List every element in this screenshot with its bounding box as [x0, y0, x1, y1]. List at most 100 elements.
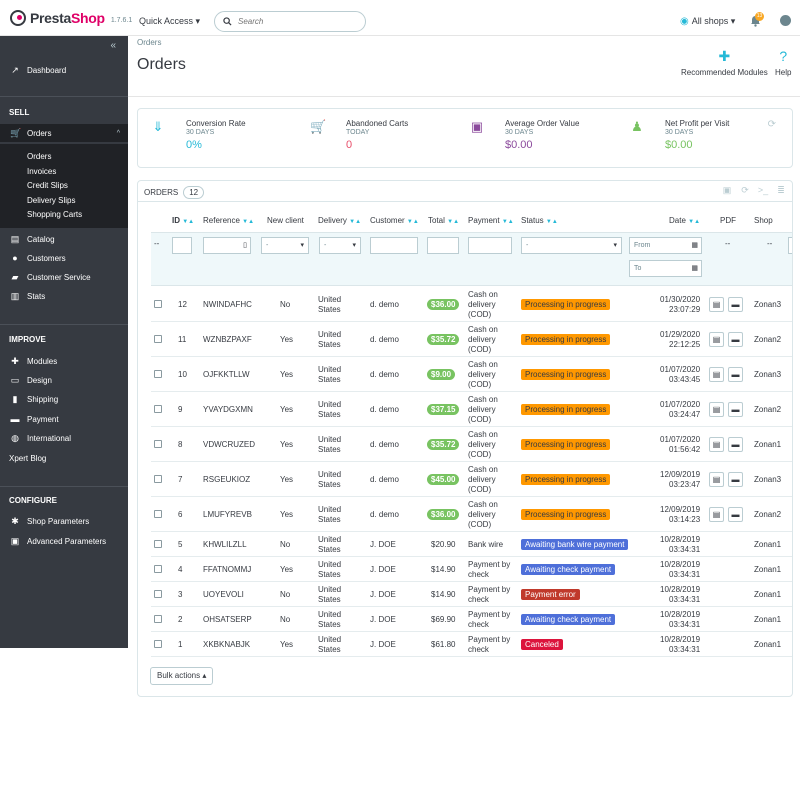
- table-row[interactable]: 12 NWINDAFHC No United States d. demo $36.00 C…: [151, 287, 792, 322]
- submenu-delivery-slips[interactable]: Delivery Slips: [27, 196, 76, 205]
- sidebar-item-payment[interactable]: ▬ Payment: [0, 410, 128, 428]
- table-row[interactable]: 10 OJFKKTLLW Yes United States d. demo $9.00 C…: [151, 357, 792, 392]
- sidebar-item-advanced-parameters[interactable]: ▣ Advanced Parameters: [0, 532, 128, 550]
- filter-date-from-input[interactable]: From ▦: [629, 237, 702, 254]
- invoice-pdf-icon[interactable]: ▤: [709, 437, 724, 452]
- breadcrumb[interactable]: Orders: [137, 38, 162, 47]
- delivery-slip-truck-icon[interactable]: ▬: [728, 402, 743, 417]
- row-checkbox[interactable]: [154, 475, 162, 483]
- table-row[interactable]: 1 XKBKNABJK Yes United States J. DOE $61.80 Pa…: [151, 632, 792, 657]
- delivery-slip-truck-icon[interactable]: ▬: [728, 437, 743, 452]
- table-row[interactable]: 2 OHSATSERP No United States J. DOE $69.90 Pay…: [151, 607, 792, 632]
- sort-icon[interactable]: ▼▲: [447, 219, 460, 225]
- delivery-slip-truck-icon[interactable]: ▬: [728, 332, 743, 347]
- column-header-id[interactable]: ID ▼▲: [172, 216, 195, 225]
- quick-access-dropdown[interactable]: Quick Access ▾: [139, 16, 201, 26]
- row-checkbox[interactable]: [154, 540, 162, 548]
- row-checkbox[interactable]: [154, 335, 162, 343]
- invoice-pdf-icon[interactable]: ▤: [709, 367, 724, 382]
- sidebar-item-shipping[interactable]: ▮ Shipping: [0, 390, 128, 408]
- table-row[interactable]: 4 FFATNOMMJ Yes United States J. DOE $14.90 Pa…: [151, 557, 792, 582]
- invoice-pdf-icon[interactable]: ▤: [709, 332, 724, 347]
- submenu-invoices[interactable]: Invoices: [27, 167, 57, 176]
- sidebar-item-customers[interactable]: ● Customers: [0, 249, 128, 267]
- sort-icon[interactable]: ▼▲: [501, 219, 514, 225]
- refresh-icon[interactable]: ⟳: [767, 119, 776, 130]
- table-row[interactable]: 5 KHWLILZLL No United States J. DOE $20.90 Ban…: [151, 532, 792, 557]
- sort-icon[interactable]: ▼▲: [406, 219, 419, 225]
- column-header-status[interactable]: Status ▼▲: [521, 216, 558, 225]
- sort-icon[interactable]: ▼▲: [688, 219, 701, 225]
- table-row[interactable]: 9 YVAYDGXMN Yes United States d. demo $37.15 C…: [151, 392, 792, 427]
- filter-delivery-select[interactable]: - ▾: [319, 237, 361, 254]
- sort-icon[interactable]: ▼▲: [545, 219, 558, 225]
- help-button[interactable]: ? Help: [775, 48, 791, 77]
- sidebar-item-catalog[interactable]: ▤ Catalog: [0, 230, 128, 248]
- invoice-pdf-icon[interactable]: ▤: [709, 297, 724, 312]
- sort-icon[interactable]: ▼▲: [242, 219, 255, 225]
- filter-status-select[interactable]: - ▾: [521, 237, 622, 254]
- column-header-payment[interactable]: Payment ▼▲: [468, 216, 514, 225]
- submenu-orders[interactable]: Orders: [27, 152, 52, 161]
- bulk-actions-button[interactable]: Bulk actions ▴: [150, 667, 214, 685]
- delivery-slip-truck-icon[interactable]: ▬: [728, 367, 743, 382]
- delivery-slip-truck-icon[interactable]: ▬: [728, 297, 743, 312]
- delivery-slip-truck-icon[interactable]: ▬: [728, 472, 743, 487]
- submenu-credit-slips[interactable]: Credit Slips: [27, 181, 68, 190]
- table-row[interactable]: 8 VDWCRUZED Yes United States d. demo $35.72 C…: [151, 427, 792, 462]
- sidebar-item-design[interactable]: ▭ Design: [0, 371, 128, 389]
- database-icon[interactable]: ≣: [777, 185, 785, 195]
- filter-total-input[interactable]: [427, 237, 459, 254]
- row-checkbox[interactable]: [154, 565, 162, 573]
- row-checkbox[interactable]: [154, 615, 162, 623]
- sort-icon[interactable]: ▼▲: [349, 219, 362, 225]
- search-box[interactable]: [214, 11, 366, 32]
- sidebar-item-shop-parameters[interactable]: ✱ Shop Parameters: [0, 512, 128, 530]
- table-row[interactable]: 11 WZNBZPAXF Yes United States d. demo $35.72…: [151, 322, 792, 357]
- submenu-shopping-carts[interactable]: Shopping Carts: [27, 210, 83, 219]
- row-checkbox[interactable]: [154, 405, 162, 413]
- filter-reference-input[interactable]: ▯: [203, 237, 251, 254]
- sidebar-item-stats[interactable]: ▥ Stats: [0, 287, 128, 305]
- all-shops-dropdown[interactable]: ◉ All shops ▾: [680, 16, 735, 27]
- sidebar-item-modules[interactable]: ✚ Modules: [0, 352, 128, 370]
- row-checkbox[interactable]: [154, 300, 162, 308]
- filter-date-to-input[interactable]: To ▦: [629, 260, 702, 277]
- row-checkbox[interactable]: [154, 590, 162, 598]
- export-icon[interactable]: ▣: [722, 185, 732, 195]
- table-row[interactable]: 3 UOYEVOLI No United States J. DOE $14.90 Paym…: [151, 582, 792, 607]
- filter-new-client-select[interactable]: - ▾: [261, 237, 309, 254]
- filter-id-input[interactable]: [172, 237, 192, 254]
- column-header-delivery[interactable]: Delivery ▼▲: [318, 216, 362, 225]
- sidebar-item-orders[interactable]: 🛒 Orders ^: [0, 124, 128, 142]
- sidebar-item-dashboard[interactable]: ↗ Dashboard: [0, 61, 128, 79]
- search-input[interactable]: [238, 17, 358, 26]
- filter-payment-input[interactable]: [468, 237, 512, 254]
- invoice-pdf-icon[interactable]: ▤: [709, 507, 724, 522]
- row-checkbox[interactable]: [154, 510, 162, 518]
- column-header-new-client[interactable]: New client: [267, 216, 304, 225]
- user-avatar-icon[interactable]: [780, 15, 791, 26]
- sql-query-icon[interactable]: >_: [757, 185, 769, 195]
- invoice-pdf-icon[interactable]: ▤: [709, 402, 724, 417]
- row-checkbox[interactable]: [154, 640, 162, 648]
- column-header-total[interactable]: Total ▼▲: [428, 216, 460, 225]
- table-row[interactable]: 6 LMUFYREVB Yes United States d. demo $36.00 C…: [151, 497, 792, 532]
- sidebar-item-xpert-blog[interactable]: Xpert Blog: [0, 449, 128, 467]
- prestashop-logo[interactable]: PrestaShop 1.7.6.1: [10, 10, 132, 26]
- delivery-slip-truck-icon[interactable]: ▬: [728, 507, 743, 522]
- filter-customer-input[interactable]: [370, 237, 418, 254]
- column-header-date[interactable]: Date ▼▲: [669, 216, 701, 225]
- recommended-modules-button[interactable]: ✚ Recommended Modules: [681, 48, 768, 77]
- collapse-sidebar-icon[interactable]: «: [110, 40, 116, 51]
- column-header-customer[interactable]: Customer ▼▲: [370, 216, 419, 225]
- table-row[interactable]: 7 RSGEUKIOZ Yes United States d. demo $45.00 C…: [151, 462, 792, 497]
- refresh-list-icon[interactable]: ⟳: [741, 185, 749, 195]
- column-header-reference[interactable]: Reference ▼▲: [203, 216, 255, 225]
- sort-icon[interactable]: ▼▲: [182, 219, 195, 225]
- sidebar-item-customer-service[interactable]: ▰ Customer Service: [0, 268, 128, 286]
- row-checkbox[interactable]: [154, 440, 162, 448]
- row-checkbox[interactable]: [154, 370, 162, 378]
- invoice-pdf-icon[interactable]: ▤: [709, 472, 724, 487]
- sidebar-item-international[interactable]: ◍ International: [0, 429, 128, 447]
